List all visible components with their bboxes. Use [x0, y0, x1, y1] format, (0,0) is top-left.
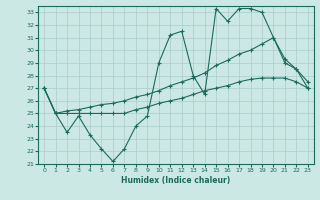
X-axis label: Humidex (Indice chaleur): Humidex (Indice chaleur): [121, 176, 231, 185]
